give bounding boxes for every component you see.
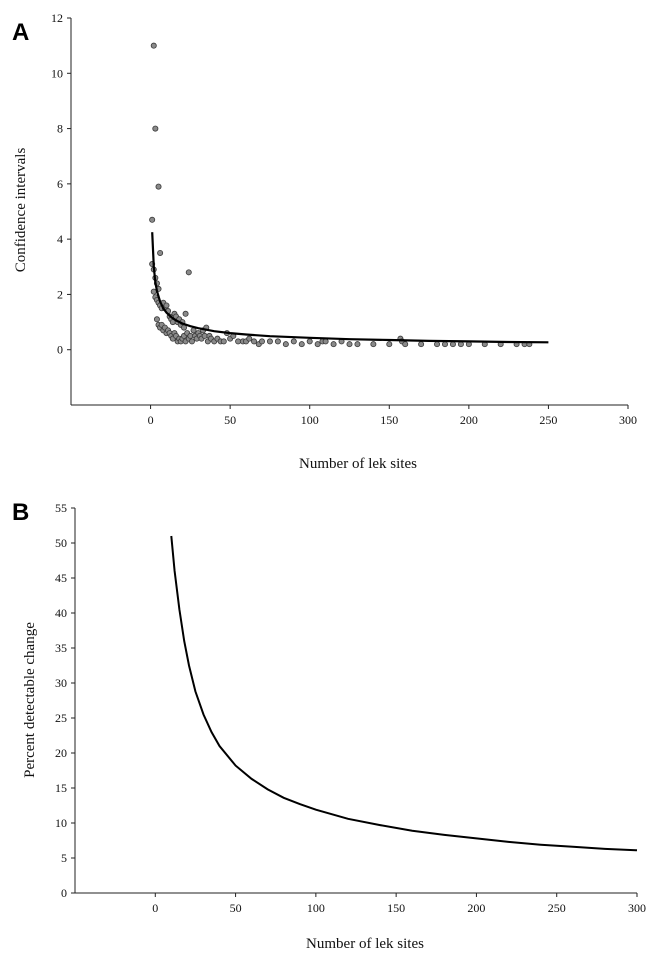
y-tick-label-b: 40 [55,606,67,620]
y-tick-label-a: 0 [57,343,63,357]
scatter-point [434,341,441,348]
x-tick-label-b: 150 [387,901,405,915]
y-tick-label-b: 10 [55,816,67,830]
y-tick-label-b: 15 [55,781,67,795]
x-ticks-a: 0 50 100 150 200 250 300 [148,405,637,427]
scatter-point [185,269,192,276]
scatter-point [402,341,409,348]
y-tick-label-b: 30 [55,676,67,690]
scatter-point [306,338,313,345]
scatter-point [354,341,361,348]
scatter-point [449,341,456,348]
chart-b: B 0 50 100 150 200 250 300 0 5 10 15 20 25 30 35 40 45 5… [12,499,646,952]
y-tick-label-b: 35 [55,641,67,655]
scatter-point [220,338,227,345]
x-tick-label-a: 50 [224,413,236,427]
scatter-point [150,288,157,295]
y-tick-label-b: 25 [55,711,67,725]
y-tick-label-a: 10 [51,66,63,80]
scatter-point [282,341,289,348]
y-tick-label-b: 45 [55,571,67,585]
scatter-point [163,302,170,309]
x-axis-label-b: Number of lek sites [306,936,424,952]
scatter-point [182,310,189,317]
x-tick-label-b: 200 [467,901,485,915]
scatter-point [155,183,162,190]
x-tick-label-a: 300 [619,413,637,427]
panel-label-a: A [12,19,29,46]
y-axis-label-b: Percent detectable change [22,622,38,778]
x-tick-label-b: 300 [628,901,646,915]
scatter-point [266,338,273,345]
scatter-points-a [149,42,533,348]
scatter-point [346,341,353,348]
y-tick-label-a: 8 [57,122,63,136]
scatter-point [251,338,258,345]
y-axis-label-a: Confidence intervals [13,148,29,273]
scatter-point [274,338,281,345]
y-tick-label-b: 55 [55,501,67,515]
scatter-point [150,42,157,49]
x-tick-label-b: 100 [307,901,325,915]
x-tick-label-a: 0 [148,413,154,427]
panel-label-b: B [12,499,29,526]
scatter-point [258,338,265,345]
x-axis-label-a: Number of lek sites [299,456,417,472]
scatter-point [370,341,377,348]
chart-a: A 0 50 100 150 200 250 300 0 2 4 6 8 10 12 Number of… [12,11,637,472]
scatter-point [330,341,337,348]
x-tick-label-b: 50 [230,901,242,915]
scatter-point [188,338,195,345]
scatter-point [441,341,448,348]
scatter-point [149,216,156,223]
x-tick-label-a: 150 [380,413,398,427]
x-ticks-b: 0 50 100 150 200 250 300 [152,893,646,915]
scatter-point [322,338,329,345]
y-ticks-b: 0 5 10 15 20 25 30 35 40 45 50 55 [55,501,75,900]
scatter-point [152,125,159,132]
y-tick-label-a: 2 [57,287,63,301]
y-tick-label-a: 4 [57,232,63,246]
fit-curve-a [151,232,549,344]
x-tick-label-a: 200 [460,413,478,427]
y-tick-label-b: 5 [61,851,67,865]
y-tick-label-b: 20 [55,746,67,760]
scatter-point [290,338,297,345]
x-tick-label-b: 250 [548,901,566,915]
scatter-point [298,341,305,348]
y-ticks-a: 0 2 4 6 8 10 12 [51,11,71,357]
x-tick-label-a: 100 [301,413,319,427]
scatter-point [386,341,393,348]
y-tick-label-a: 6 [57,177,63,191]
y-tick-label-b: 0 [61,886,67,900]
scatter-point [418,341,425,348]
scatter-point [157,249,164,256]
x-tick-label-a: 250 [539,413,557,427]
x-tick-label-b: 0 [152,901,158,915]
y-tick-label-b: 50 [55,536,67,550]
scatter-point [314,341,321,348]
scatter-point [153,316,160,323]
y-tick-label-a: 12 [51,11,63,25]
scatter-point [246,335,253,342]
detectable-change-curve [170,535,638,852]
